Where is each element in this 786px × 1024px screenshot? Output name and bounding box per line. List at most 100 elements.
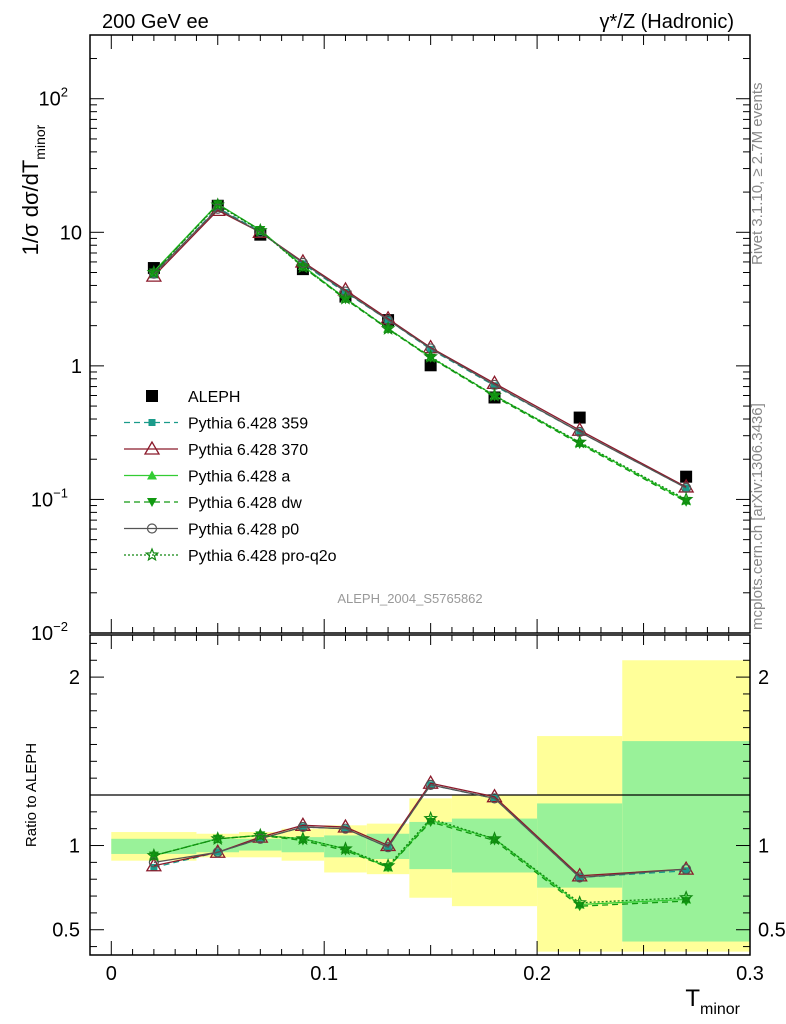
ratio-point-pp0	[340, 823, 351, 834]
point-pq2o	[253, 222, 268, 237]
ratio-point-pq2o	[380, 858, 396, 872]
point-pq2o	[146, 264, 162, 279]
ratio-point-pp0	[489, 793, 500, 804]
ratio-point-pq2o	[295, 831, 311, 845]
main-panel: 10−2 10−1 1 10 102 1/σ dσ/dTminor ALEPH_2004_…	[18, 34, 751, 645]
legend-marker	[147, 470, 157, 480]
point-pq2o	[295, 259, 311, 274]
legend-item-pdw: Pythia 6.428 dw	[124, 495, 302, 512]
y-tick-label: 10	[60, 222, 82, 244]
y-tick-label: 1	[71, 356, 82, 378]
legend-marker	[146, 390, 158, 402]
point-pp0	[382, 315, 394, 326]
point-pq2o	[423, 349, 438, 363]
ratio-y-tick-label: 2	[69, 667, 80, 689]
ratio-band-green	[451, 818, 538, 873]
series-line-pq2o	[153, 204, 687, 500]
point-pp0	[425, 343, 436, 354]
rivet-label: Rivet 3.1.10, ≥ 2.7M events	[749, 83, 766, 266]
mcplots-label: mcplots.cern.ch [arXiv:1306.3436]	[749, 403, 766, 630]
header-left: 200 GeV ee	[102, 11, 209, 33]
legend-marker	[147, 498, 157, 507]
ratio-y-tick-label-right: 1	[758, 836, 769, 858]
ratio-point-pq2o	[210, 831, 226, 845]
point-p359	[682, 484, 690, 492]
ratio-point-pq2o	[487, 831, 502, 845]
ratio-band-green	[409, 821, 452, 870]
x-axis-label: Tminor	[685, 985, 740, 1018]
ratio-y-tick-label: 0.5	[52, 920, 80, 942]
legend-label: Pythia 6.428 dw	[188, 495, 302, 512]
main-y-axis-label: 1/σ dσ/dTminor	[18, 124, 48, 255]
ratio-y-axis-label: Ratio to ALEPH	[23, 743, 40, 847]
point-pdw	[489, 392, 500, 402]
legend-item-data: ALEPH	[146, 389, 240, 406]
series-line-p370	[153, 209, 687, 488]
y-tick-label: 10−2	[31, 619, 68, 645]
ratio-point-pq2o	[338, 841, 353, 856]
ratio-line-pdw	[153, 821, 687, 907]
point-pq2o	[572, 434, 587, 449]
ratio-series-pq2o	[146, 810, 694, 909]
x-tick-label: 0	[106, 963, 117, 985]
ratio-point-pp0	[212, 847, 223, 858]
point-pp0	[255, 227, 266, 238]
ratio-point-pp0	[681, 864, 692, 875]
series-pdw	[148, 200, 692, 507]
analysis-label: ALEPH_2004_S5765862	[337, 591, 482, 606]
ratio-point-p359	[682, 867, 690, 875]
main-frame	[89, 34, 751, 634]
ratio-band-green	[239, 838, 282, 851]
legend-label: Pythia 6.428 p0	[188, 522, 299, 539]
series-pq2o	[146, 197, 694, 506]
ratio-point-pq2o	[572, 895, 587, 909]
ratio-y-tick-label-right: 0.5	[758, 920, 786, 942]
ratio-panel: 0.5 0.5 1 1 2 2 0 0.1 0.2 0.3 Ratio to ALEPH Tminor	[23, 35, 786, 1018]
ratio-line-p370	[153, 782, 687, 877]
legend-marker	[144, 547, 160, 562]
y-tick-label: 102	[39, 85, 68, 111]
x-tick-label: 0.1	[310, 963, 338, 985]
ratio-point-pp0	[382, 842, 394, 853]
legend-item-pa: Pythia 6.428 a	[124, 469, 290, 486]
point-pp0	[148, 268, 159, 279]
x-tick-label: 0.3	[736, 963, 764, 985]
series-line-pp0	[153, 207, 687, 489]
legend-label: Pythia 6.428 359	[188, 416, 308, 433]
ratio-line-pq2o	[153, 817, 687, 904]
point-pq2o	[678, 491, 694, 506]
ratio-point-pq2o	[146, 847, 162, 862]
point-data	[680, 470, 693, 483]
point-pdw	[340, 295, 351, 305]
point-pq2o	[380, 320, 396, 335]
x-tick-label: 0.2	[523, 963, 551, 985]
header-right: γ*/Z (Hadronic)	[600, 11, 734, 33]
ratio-point-pq2o	[678, 890, 694, 904]
point-pq2o	[338, 290, 353, 305]
legend-label: Pythia 6.428 a	[188, 469, 290, 486]
ratio-point-pq2o	[253, 827, 268, 842]
point-data	[424, 359, 437, 372]
point-pdw	[425, 353, 436, 363]
ratio-band-green	[622, 741, 750, 942]
legend-item-p359: Pythia 6.428 359	[124, 416, 308, 433]
ratio-point-pp0	[425, 779, 436, 790]
legend-item-pq2o: Pythia 6.428 pro-q2o	[124, 547, 337, 565]
legend-label: Pythia 6.428 pro-q2o	[188, 548, 337, 565]
point-pp0	[340, 286, 351, 297]
ratio-y-tick-label-right: 2	[758, 667, 769, 689]
legend-marker	[143, 440, 161, 455]
ratio-point-pp0	[574, 872, 585, 883]
legend-label: ALEPH	[188, 389, 240, 406]
point-pq2o	[210, 197, 226, 212]
legend-item-pp0: Pythia 6.428 p0	[124, 522, 299, 539]
point-p359	[491, 382, 499, 390]
legend-marker	[146, 523, 158, 534]
legend-item-p370: Pythia 6.428 370	[124, 440, 308, 459]
y-tick-label: 10−1	[31, 485, 68, 511]
legend-label: Pythia 6.428 370	[188, 442, 308, 459]
ratio-point-pq2o	[423, 810, 438, 825]
ratio-point-pp0	[255, 833, 266, 844]
point-data	[573, 411, 586, 424]
